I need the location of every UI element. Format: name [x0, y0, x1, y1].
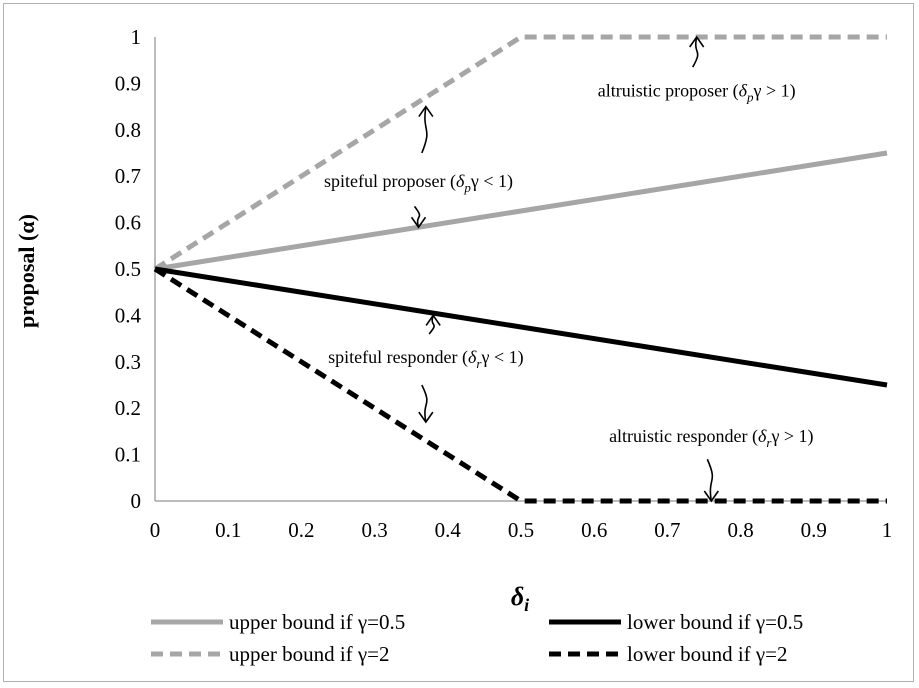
y-tick-label: 0.2 — [115, 396, 141, 420]
line-chart: 0 0.1 0.2 0.3 0.4 0.5 0.6 0.7 0.8 0.9 1 0 0.1 0.2 0.3 0… — [14, 25, 893, 666]
series-line — [154, 150, 888, 272]
y-tick-label: 0.1 — [115, 443, 141, 467]
x-tick-label: 0.8 — [727, 518, 753, 542]
series-lines — [153, 34, 888, 504]
x-tick-label: 1 — [882, 518, 893, 542]
chart-frame: 0 0.1 0.2 0.3 0.4 0.5 0.6 0.7 0.8 0.9 1 0 0.1 0.2 0.3 0… — [3, 3, 914, 682]
x-tick-label: 0.7 — [654, 518, 680, 542]
x-tick-label: 0.1 — [215, 518, 241, 542]
legend-item: upper bound if γ=2 — [151, 642, 390, 666]
x-axis-label: δi — [511, 582, 529, 615]
legend-item: lower bound if γ=0.5 — [549, 610, 803, 634]
annotation-arrow — [691, 36, 699, 68]
y-tick-label: 1 — [131, 25, 142, 49]
x-tick-label: 0 — [150, 518, 161, 542]
legend: upper bound if γ=0.5 lower bound if γ=0.5… — [151, 610, 803, 666]
annotation-arrowhead — [425, 314, 441, 326]
x-tick-label: 0.2 — [288, 518, 314, 542]
y-tick-label: 0.6 — [115, 211, 141, 235]
annotation-arrow — [706, 458, 714, 502]
x-tick-label: 0.4 — [435, 518, 462, 542]
annotation-label: altruistic proposer (δpγ > 1) — [598, 80, 796, 104]
annotation-arrowhead — [418, 105, 434, 118]
y-axis-label: proposal (α) — [14, 214, 39, 328]
annotation-arrow — [421, 106, 428, 154]
x-tick-label: 0.5 — [508, 518, 534, 542]
series-line — [154, 266, 888, 388]
annotation-arrow — [413, 205, 421, 228]
annotations: altruistic proposer (δpγ > 1) spiteful pr… — [324, 35, 814, 503]
y-tick-label: 0.4 — [115, 303, 142, 327]
y-tick-label: 0.3 — [115, 350, 141, 374]
annotation-arrowhead — [689, 35, 705, 48]
annotation-arrow — [421, 384, 428, 423]
y-tick-label: 0 — [131, 489, 142, 513]
legend-label: upper bound if γ=0.5 — [229, 610, 405, 634]
series-line — [153, 266, 887, 504]
annotation-label: spiteful proposer (δpγ < 1) — [324, 171, 513, 195]
legend-label: lower bound if γ=0.5 — [627, 610, 803, 634]
tick-labels: 0 0.1 0.2 0.3 0.4 0.5 0.6 0.7 0.8 0.9 1 0 0.1 0.2 0.3 0… — [115, 25, 893, 542]
y-tick-label: 0.9 — [115, 71, 141, 95]
x-tick-label: 0.9 — [801, 518, 827, 542]
legend-label: lower bound if γ=2 — [627, 642, 788, 666]
y-tick-label: 0.8 — [115, 118, 141, 142]
y-tick-label: 0.7 — [115, 164, 141, 188]
x-tick-label: 0.3 — [361, 518, 387, 542]
annotation-arrow — [428, 315, 435, 335]
legend-item: upper bound if γ=0.5 — [151, 610, 405, 634]
legend-item: lower bound if γ=2 — [549, 642, 788, 666]
x-tick-label: 0.6 — [581, 518, 607, 542]
annotation-arrowhead — [703, 490, 719, 503]
annotation-label: altruistic responder (δrγ > 1) — [609, 426, 814, 450]
annotation-arrowhead — [418, 411, 434, 424]
legend-label: upper bound if γ=2 — [229, 642, 390, 666]
y-tick-label: 0.5 — [115, 257, 141, 281]
annotation-arrowhead — [410, 216, 427, 229]
annotation-label: spiteful responder (δrγ < 1) — [328, 347, 524, 371]
series-line — [153, 34, 887, 272]
